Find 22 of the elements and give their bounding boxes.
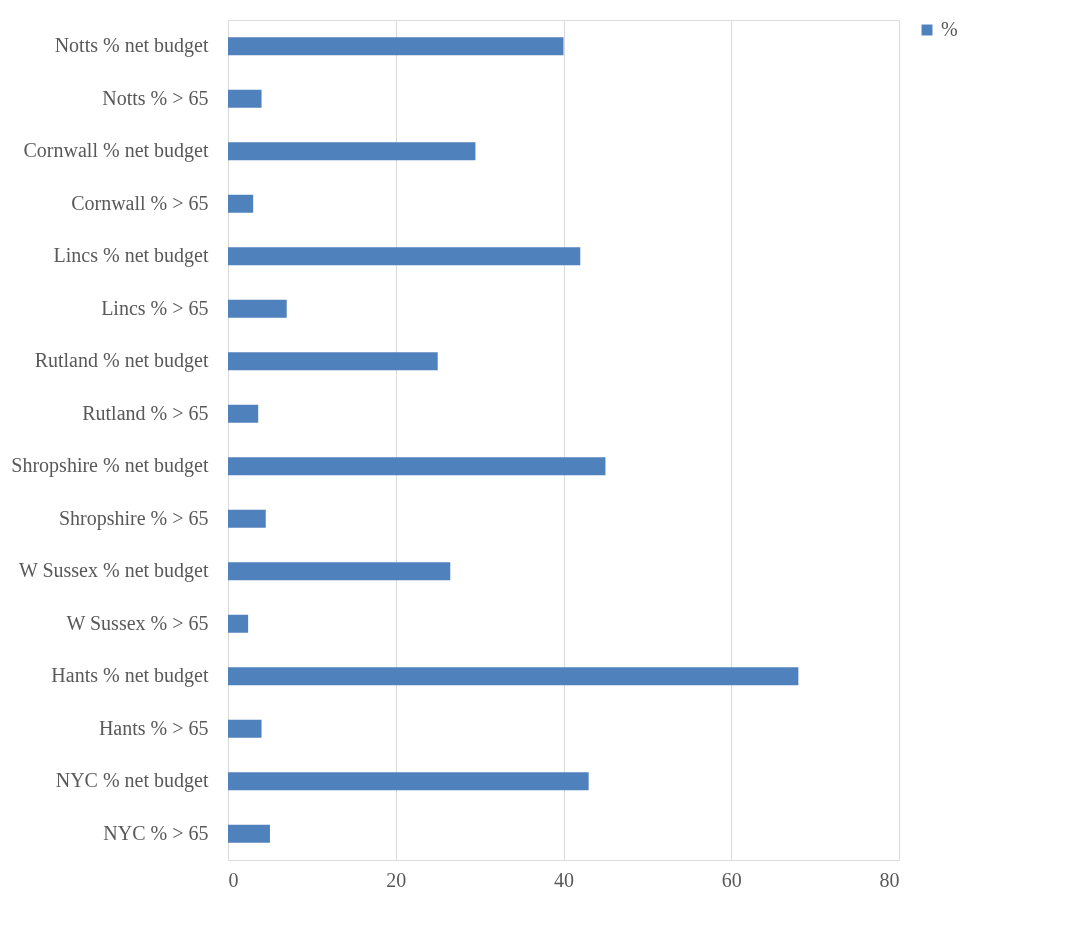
y-tick-label: Rutland % net budget	[34, 349, 209, 373]
y-tick-label: W Sussex % net budget	[18, 559, 209, 583]
y-tick-label: W Sussex % > 65	[66, 611, 209, 634]
y-tick-label: Shropshire % net budget	[11, 454, 209, 478]
y-tick-label: Cornwall % > 65	[71, 191, 209, 214]
y-tick-label: Cornwall % net budget	[23, 139, 209, 163]
x-tick-label: 80	[879, 868, 900, 891]
x-tick-label: 40	[554, 868, 574, 891]
y-tick-label: Lincs % net budget	[53, 244, 209, 268]
y-tick-label: Shropshire % > 65	[58, 506, 209, 530]
y-tick-label: Hants % net budget	[51, 664, 209, 688]
y-tick-label: Notts % net budget	[54, 34, 209, 58]
y-tick-label: NYC % net budget	[55, 769, 209, 793]
y-tick-label: Lincs % > 65	[101, 296, 209, 319]
y-tick-label: Notts % > 65	[102, 86, 209, 109]
y-tick-label: Hants % > 65	[98, 716, 209, 739]
x-tick-label: 0	[228, 868, 239, 891]
y-tick-label: Rutland % > 65	[82, 401, 209, 424]
x-tick-label: 60	[721, 868, 742, 891]
legend-label: %	[941, 18, 958, 40]
x-tick-label: 20	[386, 868, 407, 891]
y-tick-label: NYC % > 65	[103, 821, 209, 844]
